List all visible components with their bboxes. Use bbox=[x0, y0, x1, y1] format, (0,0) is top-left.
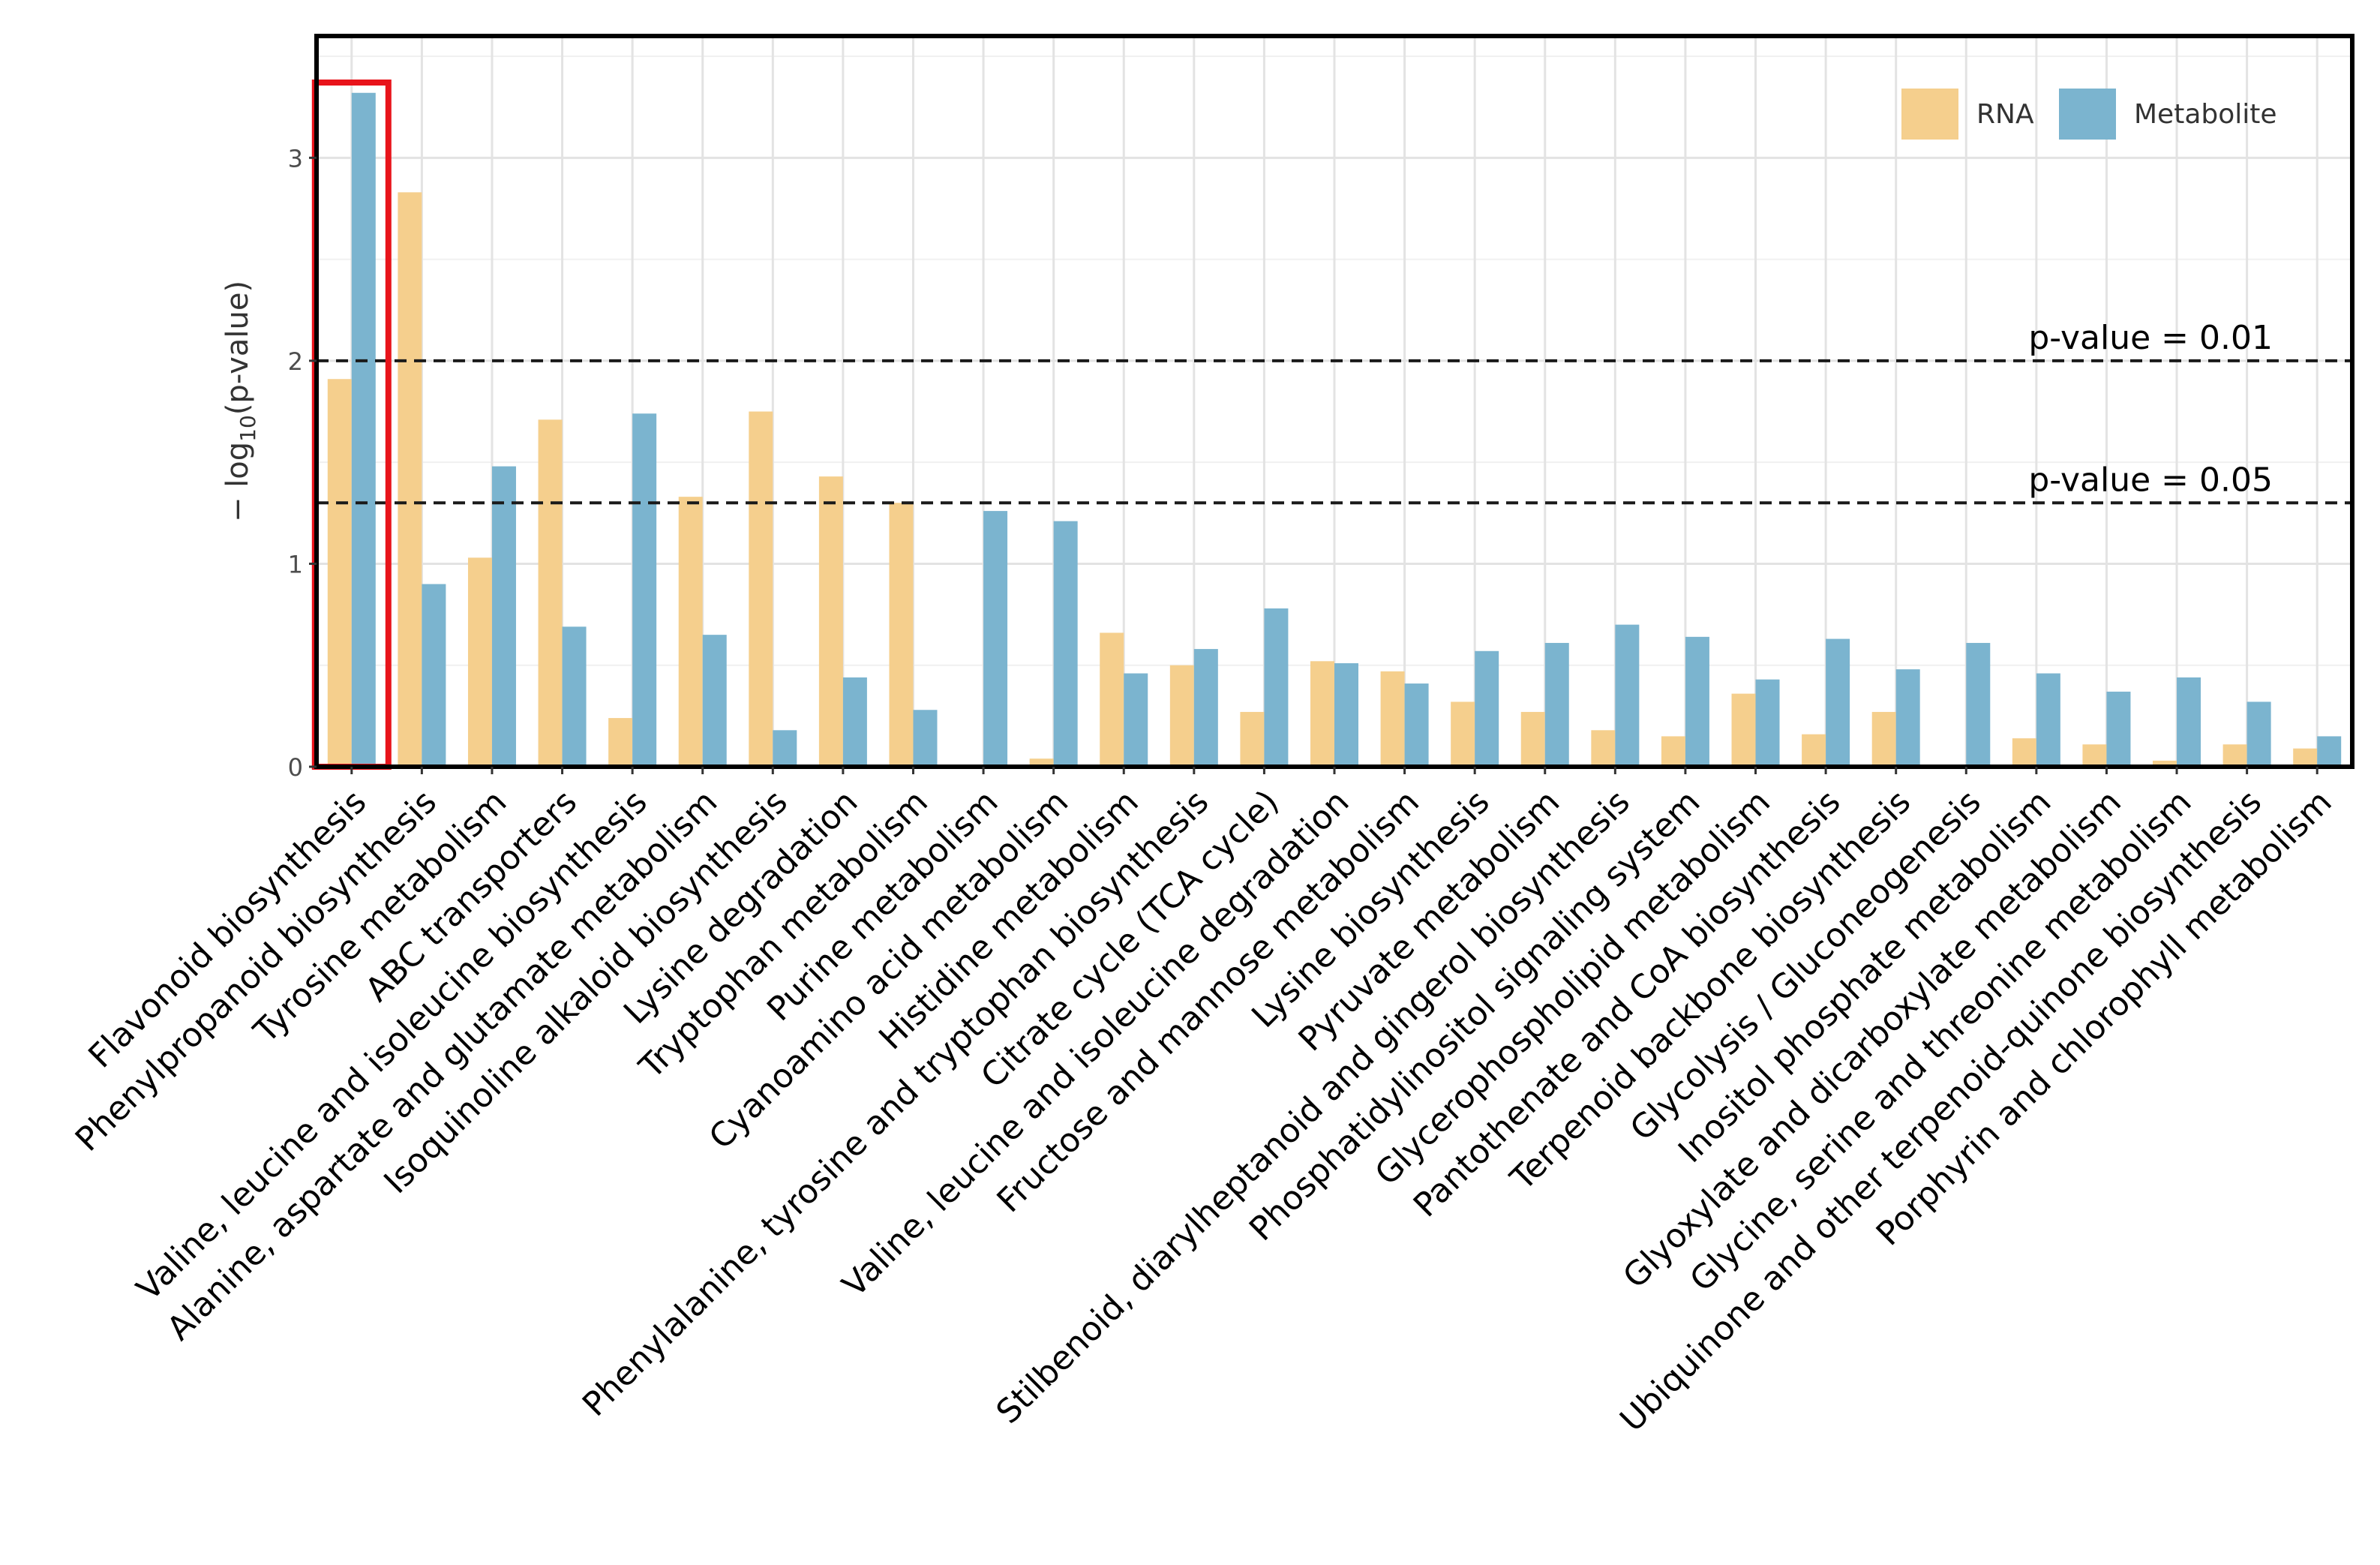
bar-rna-15 bbox=[1380, 671, 1405, 767]
y-tick-label-2: 2 bbox=[288, 347, 303, 376]
bar-metabolite-28 bbox=[2317, 736, 2342, 767]
bar-metabolite-19 bbox=[1685, 636, 1709, 767]
bar-metabolite-10 bbox=[1053, 521, 1078, 767]
bar-rna-8 bbox=[889, 503, 914, 767]
bar-rna-2 bbox=[467, 557, 492, 767]
bar-metabolite-13 bbox=[1264, 608, 1289, 767]
bar-rna-21 bbox=[1802, 734, 1826, 767]
bar-rna-14 bbox=[1310, 661, 1334, 767]
bar-metabolite-18 bbox=[1615, 624, 1640, 767]
bar-rna-5 bbox=[678, 497, 703, 767]
bar-rna-28 bbox=[2293, 748, 2318, 767]
y-axis-label: − log10(p-value) bbox=[221, 281, 260, 522]
bar-metabolite-21 bbox=[1826, 638, 1850, 767]
y-axis: 0 1 2 3 bbox=[288, 144, 317, 782]
bar-metabolite-23 bbox=[1966, 642, 1991, 767]
bar-metabolite-17 bbox=[1544, 642, 1569, 767]
bar-metabolite-1 bbox=[422, 584, 446, 767]
bar-metabolite-2 bbox=[491, 466, 516, 767]
grid-lines bbox=[317, 36, 2352, 768]
bar-rna-26 bbox=[2153, 760, 2177, 767]
bar-rna-13 bbox=[1240, 711, 1265, 767]
bar-metabolite-3 bbox=[562, 626, 587, 767]
bar-rna-19 bbox=[1661, 736, 1685, 767]
y-tick-label-0: 0 bbox=[288, 753, 303, 782]
bar-metabolite-12 bbox=[1193, 649, 1218, 767]
bar-metabolite-27 bbox=[2246, 701, 2271, 767]
bar-rna-25 bbox=[2082, 744, 2107, 767]
reference-lines: p-value = 0.01 p-value = 0.05 bbox=[317, 319, 2352, 505]
bar-rna-18 bbox=[1591, 730, 1616, 767]
bar-metabolite-11 bbox=[1124, 673, 1148, 767]
bar-rna-7 bbox=[818, 476, 843, 767]
bar-metabolite-8 bbox=[913, 710, 938, 767]
bar-metabolite-9 bbox=[983, 511, 1008, 767]
bar-metabolite-14 bbox=[1334, 663, 1358, 767]
bar-rna-20 bbox=[1731, 693, 1756, 767]
bar-rna-10 bbox=[1029, 758, 1054, 767]
bar-rna-16 bbox=[1451, 701, 1475, 767]
bar-metabolite-25 bbox=[2106, 691, 2131, 767]
legend-swatch-metabolite bbox=[2059, 89, 2116, 140]
bar-rna-12 bbox=[1169, 665, 1194, 767]
bar-metabolite-5 bbox=[702, 635, 727, 767]
bar-metabolite-26 bbox=[2177, 677, 2201, 767]
bar-rna-3 bbox=[538, 419, 563, 767]
bar-metabolite-4 bbox=[632, 413, 657, 767]
bar-metabolite-24 bbox=[2036, 673, 2060, 767]
bar-rna-4 bbox=[608, 718, 633, 767]
legend-label-metabolite: Metabolite bbox=[2134, 99, 2277, 130]
bars bbox=[327, 92, 2342, 767]
bar-rna-0 bbox=[327, 379, 352, 767]
legend-swatch-rna bbox=[1901, 89, 1958, 140]
reference-line-label-0: p-value = 0.01 bbox=[2028, 319, 2273, 357]
bar-rna-24 bbox=[2012, 738, 2036, 767]
y-axis-label-prefix: − log bbox=[221, 442, 255, 522]
bar-rna-6 bbox=[749, 411, 773, 767]
y-axis-label-subscript: 10 bbox=[236, 415, 260, 442]
bar-rna-11 bbox=[1100, 632, 1124, 767]
reference-line-label-1: p-value = 0.05 bbox=[2028, 461, 2273, 499]
y-tick-label-1: 1 bbox=[288, 550, 303, 578]
bar-metabolite-0 bbox=[351, 92, 376, 767]
bar-rna-17 bbox=[1520, 711, 1545, 767]
bar-rna-22 bbox=[1871, 711, 1896, 767]
bar-rna-1 bbox=[398, 192, 422, 767]
bar-metabolite-6 bbox=[773, 730, 797, 767]
bar-metabolite-15 bbox=[1404, 683, 1429, 767]
x-tick-label-0: Flavonoid biosynthesis bbox=[81, 782, 374, 1075]
y-tick-label-3: 3 bbox=[288, 144, 303, 173]
legend: RNA Metabolite bbox=[1901, 89, 2277, 140]
y-axis-label-suffix: (p-value) bbox=[221, 281, 255, 415]
bar-rna-27 bbox=[2222, 744, 2247, 767]
bar-metabolite-7 bbox=[842, 677, 867, 767]
bar-metabolite-22 bbox=[1895, 669, 1920, 767]
bar-metabolite-16 bbox=[1475, 650, 1499, 767]
bar-metabolite-20 bbox=[1755, 679, 1780, 767]
legend-label-rna: RNA bbox=[1976, 99, 2034, 130]
